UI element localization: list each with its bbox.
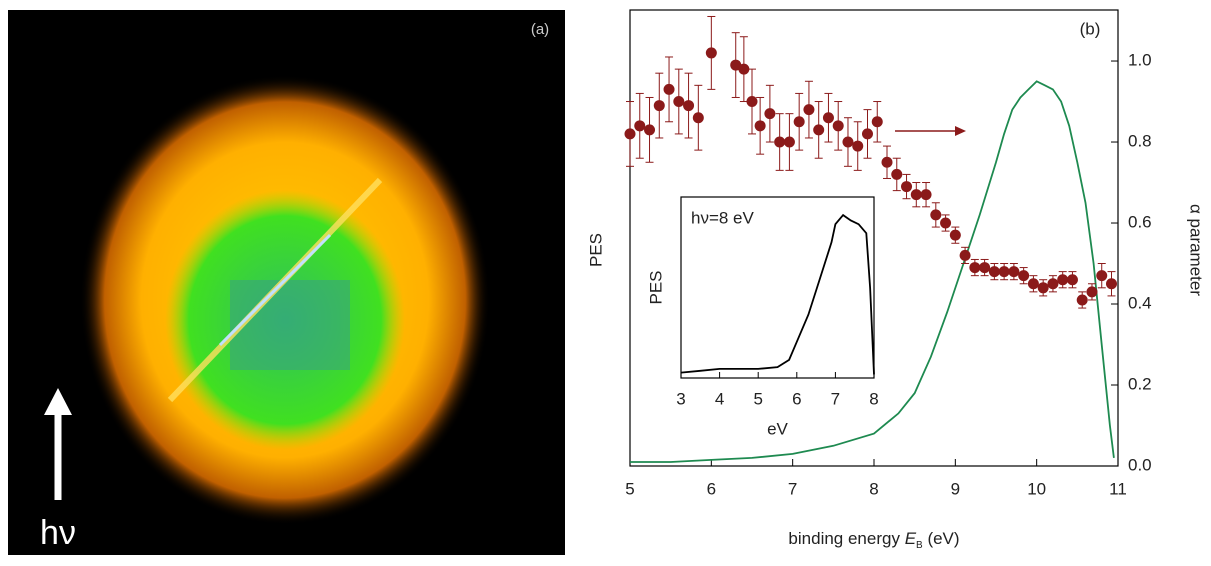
data-point [1076, 294, 1088, 306]
y-axis-label: PES [646, 270, 665, 304]
data-point [998, 266, 1010, 278]
x-tick-label: 10 [1027, 479, 1046, 498]
data-point [861, 128, 873, 140]
data-point [901, 181, 913, 193]
plot: 5 6 7 8 9 10 110.0 0.2 0.4 0.6 0.8 1.0 [624, 9, 1152, 498]
x-axis-label: eV [767, 419, 788, 438]
data-point [1057, 274, 1069, 286]
data-point [634, 120, 646, 132]
data-point [705, 47, 717, 59]
data-line [630, 80, 1115, 463]
x-tick-label: 6 [792, 389, 801, 408]
data-point [940, 217, 952, 229]
data-point [663, 83, 675, 95]
y2-axis-label: α parameter [1187, 204, 1206, 296]
data-point [920, 189, 932, 201]
data-point [1086, 286, 1098, 298]
data-point [881, 156, 893, 168]
data-point [730, 59, 742, 71]
panel-label: (a) [531, 21, 549, 38]
x-tick-label: 3 [676, 389, 685, 408]
image-center [230, 280, 350, 370]
data-point [738, 63, 750, 75]
data-point [774, 136, 786, 148]
inset-frame [680, 196, 875, 379]
y2-tick-label: 0.8 [1128, 132, 1152, 151]
data-point [979, 262, 991, 274]
data-point [910, 189, 922, 201]
y-axis-label: PES [586, 233, 605, 267]
data-point [653, 100, 665, 112]
data-point [988, 266, 1000, 278]
arrow-label: hν [40, 514, 76, 552]
x-tick-label: 8 [869, 479, 878, 498]
data-point [1037, 282, 1049, 294]
x-tick-label: 9 [951, 479, 960, 498]
y2-tick-label: 0.2 [1128, 374, 1152, 393]
y2-tick-label: 1.0 [1128, 51, 1152, 70]
data-point [930, 209, 942, 221]
inset: 3 4 5 6 7 8 hν=8 eV eV PES [646, 196, 879, 438]
data-point [783, 136, 795, 148]
data-point [822, 112, 834, 124]
data-point [871, 116, 883, 128]
data-point [1008, 266, 1020, 278]
data-point [1066, 274, 1078, 286]
x-tick-label: 7 [831, 389, 840, 408]
inset-title: hν=8 eV [691, 208, 755, 227]
data-point [1105, 278, 1117, 290]
image-streak-core [218, 233, 332, 347]
data-point [949, 229, 961, 241]
data-point [683, 100, 695, 112]
data-point [764, 108, 776, 120]
axis-arrow-head [955, 126, 966, 136]
data-point [1096, 270, 1108, 282]
data-point [832, 120, 844, 132]
x-tick-label: 6 [707, 479, 716, 498]
y2-tick-label: 0.4 [1128, 293, 1152, 312]
data-point [1027, 278, 1039, 290]
y2-tick-label: 0.0 [1128, 455, 1152, 474]
data-point [746, 96, 758, 108]
data-point [969, 262, 981, 274]
x-tick-label: 5 [625, 479, 634, 498]
data-point [692, 112, 704, 124]
panel-label: (b) [1080, 19, 1101, 38]
data-point [1018, 270, 1030, 282]
data-point [852, 140, 864, 152]
data-point [624, 128, 636, 140]
data-point [644, 124, 656, 136]
x-tick-label: 11 [1109, 479, 1127, 498]
x-tick-label: 4 [715, 389, 724, 408]
x-label-unit: (eV) [927, 529, 959, 548]
data-point [803, 104, 815, 116]
data-point [813, 124, 825, 136]
x-label-text: binding energy [788, 529, 900, 548]
data-point [891, 168, 903, 180]
data-point [754, 120, 766, 132]
data-line [680, 213, 875, 375]
data-point [673, 96, 685, 108]
x-axis-label: binding energy EB (eV) [788, 529, 959, 553]
data-point [959, 249, 971, 261]
data-point [1047, 278, 1059, 290]
x-label-subscript: B [916, 540, 923, 551]
arrow-head [44, 388, 72, 415]
x-tick-label: 7 [788, 479, 797, 498]
x-tick-label: 8 [869, 389, 878, 408]
data-point [793, 116, 805, 128]
x-label-symbol: E [905, 529, 917, 548]
x-tick-label: 5 [753, 389, 762, 408]
data-point [842, 136, 854, 148]
y2-tick-label: 0.6 [1128, 213, 1152, 232]
image-panel: (a) hν [8, 10, 565, 555]
